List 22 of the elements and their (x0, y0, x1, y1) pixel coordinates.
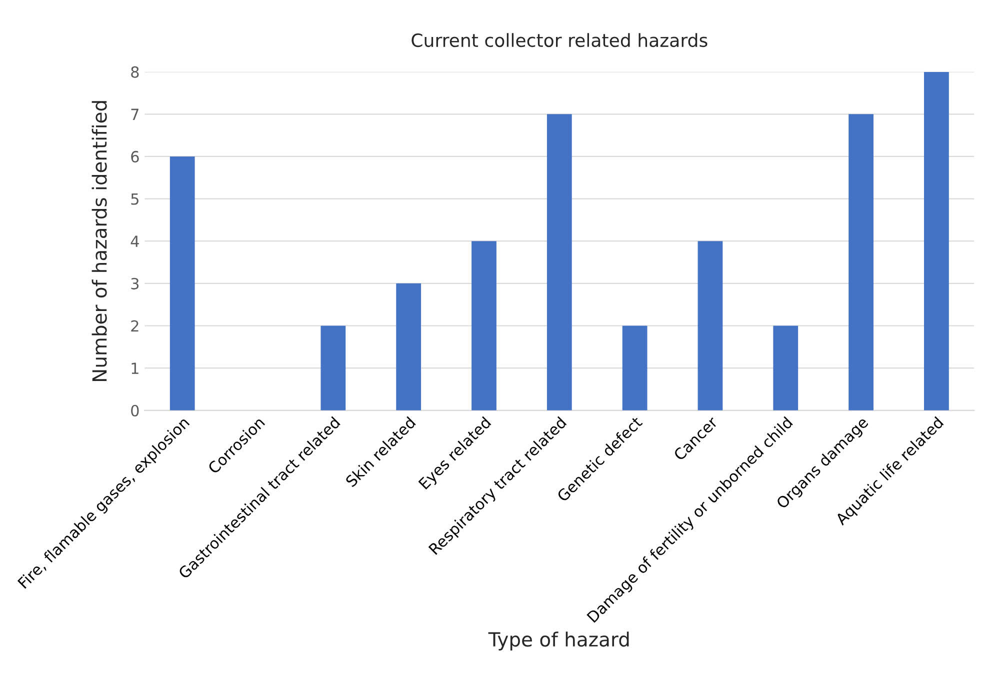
bar (622, 326, 648, 410)
bar (848, 114, 874, 410)
y-tick-label: 0 (131, 404, 139, 416)
y-axis-title: Number of hazards identified (92, 101, 107, 381)
y-tick-label: 5 (131, 193, 138, 205)
y-tick-label: 1 (132, 362, 138, 374)
y-tick-label: 3 (131, 278, 139, 290)
bar (924, 72, 949, 410)
bar (320, 326, 346, 410)
y-tick-label: 7 (131, 108, 138, 120)
bar (170, 156, 195, 410)
bar (396, 283, 422, 410)
chart-title: Current collector related hazards (412, 33, 708, 48)
y-tick-label: 4 (130, 236, 139, 247)
bar (698, 241, 723, 410)
bar (773, 326, 798, 410)
y-tick-label: 8 (131, 66, 139, 78)
y-tick-label: 2 (131, 320, 138, 332)
bar (472, 241, 496, 410)
x-axis-title: Type of hazard (488, 632, 629, 650)
bar (546, 114, 572, 410)
y-tick-label: 6 (131, 150, 139, 162)
